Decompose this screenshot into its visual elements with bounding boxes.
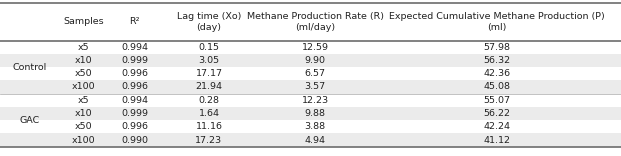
Text: x5: x5 xyxy=(78,96,89,105)
Text: 42.36: 42.36 xyxy=(483,69,510,78)
Text: 0.990: 0.990 xyxy=(121,136,148,144)
Text: 0.994: 0.994 xyxy=(121,96,148,105)
Text: 17.17: 17.17 xyxy=(196,69,222,78)
Text: Control: Control xyxy=(12,63,47,72)
Text: 12.23: 12.23 xyxy=(302,96,329,105)
Text: Methane Production Rate (R)
(ml/day): Methane Production Rate (R) (ml/day) xyxy=(247,12,384,32)
Text: 0.996: 0.996 xyxy=(121,83,148,91)
Text: 11.16: 11.16 xyxy=(196,122,222,131)
Bar xyxy=(0,133,621,147)
Bar xyxy=(0,3,621,41)
Bar xyxy=(0,94,621,107)
Text: x100: x100 xyxy=(72,136,96,144)
Bar xyxy=(0,107,621,120)
Text: Samples: Samples xyxy=(63,17,104,26)
Bar xyxy=(0,80,621,94)
Bar xyxy=(0,54,621,67)
Text: 17.23: 17.23 xyxy=(196,136,222,144)
Text: Expected Cumulative Methane Production (P)
(ml): Expected Cumulative Methane Production (… xyxy=(389,12,605,32)
Text: 0.996: 0.996 xyxy=(121,122,148,131)
Text: 57.98: 57.98 xyxy=(483,43,510,52)
Text: x10: x10 xyxy=(75,56,93,65)
Text: x10: x10 xyxy=(75,109,93,118)
Text: 3.05: 3.05 xyxy=(198,56,220,65)
Text: Lag time (Xo)
(day): Lag time (Xo) (day) xyxy=(177,12,241,32)
Text: 56.32: 56.32 xyxy=(483,56,510,65)
Text: 0.996: 0.996 xyxy=(121,69,148,78)
Text: 41.12: 41.12 xyxy=(483,136,510,144)
Text: 0.999: 0.999 xyxy=(121,56,148,65)
Text: 3.57: 3.57 xyxy=(304,83,326,91)
Text: 3.88: 3.88 xyxy=(304,122,326,131)
Text: 0.999: 0.999 xyxy=(121,109,148,118)
Text: 4.94: 4.94 xyxy=(305,136,325,144)
Text: x50: x50 xyxy=(75,69,93,78)
Text: 45.08: 45.08 xyxy=(483,83,510,91)
Text: 42.24: 42.24 xyxy=(483,122,510,131)
Text: x50: x50 xyxy=(75,122,93,131)
Bar xyxy=(0,41,621,54)
Text: 1.64: 1.64 xyxy=(199,109,219,118)
Text: x100: x100 xyxy=(72,83,96,91)
Bar xyxy=(0,120,621,133)
Text: 9.90: 9.90 xyxy=(305,56,325,65)
Text: 6.57: 6.57 xyxy=(305,69,325,78)
Text: 0.994: 0.994 xyxy=(121,43,148,52)
Text: 9.88: 9.88 xyxy=(305,109,325,118)
Text: R²: R² xyxy=(129,17,140,26)
Text: 12.59: 12.59 xyxy=(302,43,329,52)
Text: x5: x5 xyxy=(78,43,89,52)
Text: 0.28: 0.28 xyxy=(199,96,219,105)
Text: 0.15: 0.15 xyxy=(199,43,219,52)
Bar xyxy=(0,67,621,80)
Text: 55.07: 55.07 xyxy=(483,96,510,105)
Text: 21.94: 21.94 xyxy=(196,83,222,91)
Text: 56.22: 56.22 xyxy=(483,109,510,118)
Text: GAC: GAC xyxy=(19,116,40,125)
